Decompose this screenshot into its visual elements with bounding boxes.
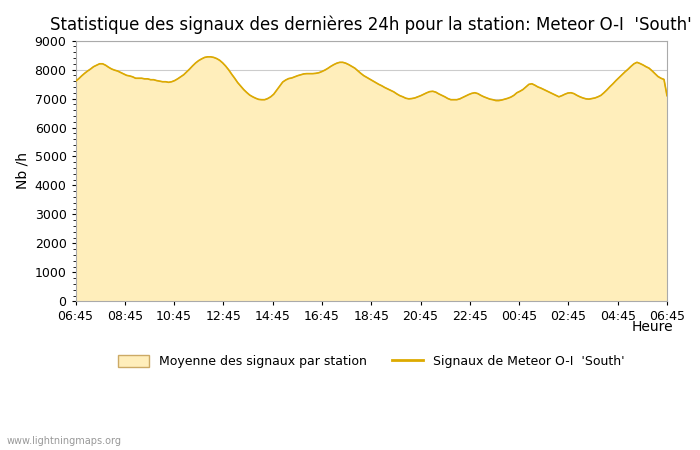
Y-axis label: Nb /h: Nb /h [15, 153, 29, 189]
Legend: Moyenne des signaux par station, Signaux de Meteor O-I  'South': Moyenne des signaux par station, Signaux… [113, 350, 630, 373]
Text: www.lightningmaps.org: www.lightningmaps.org [7, 436, 122, 446]
Title: Statistique des signaux des dernières 24h pour la station: Meteor O-I  'South': Statistique des signaux des dernières 24… [50, 15, 692, 33]
X-axis label: Heure: Heure [631, 320, 673, 333]
